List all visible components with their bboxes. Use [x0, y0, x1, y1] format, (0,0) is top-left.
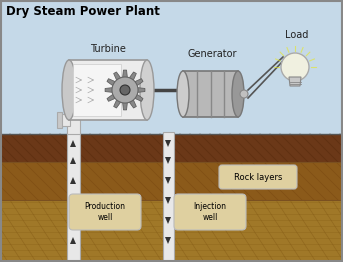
Polygon shape	[135, 94, 143, 101]
Circle shape	[240, 90, 248, 98]
Ellipse shape	[140, 60, 154, 120]
Polygon shape	[70, 217, 76, 224]
Polygon shape	[107, 79, 115, 86]
Text: Rock layers: Rock layers	[234, 172, 282, 182]
Text: Production
well: Production well	[84, 201, 126, 222]
FancyBboxPatch shape	[67, 114, 80, 134]
Polygon shape	[165, 157, 171, 164]
Polygon shape	[165, 237, 171, 244]
Polygon shape	[165, 197, 171, 204]
Polygon shape	[289, 77, 301, 86]
FancyBboxPatch shape	[73, 64, 121, 116]
Text: Turbine: Turbine	[90, 44, 126, 54]
Polygon shape	[70, 197, 76, 204]
FancyBboxPatch shape	[61, 114, 70, 126]
Polygon shape	[0, 134, 343, 162]
Polygon shape	[70, 157, 76, 164]
Polygon shape	[129, 100, 137, 108]
FancyBboxPatch shape	[163, 132, 174, 262]
Polygon shape	[0, 162, 343, 200]
Polygon shape	[107, 94, 115, 101]
FancyBboxPatch shape	[183, 71, 238, 117]
Polygon shape	[165, 217, 171, 224]
Ellipse shape	[62, 60, 76, 120]
Polygon shape	[70, 177, 76, 184]
Text: Injection
well: Injection well	[193, 201, 226, 222]
Ellipse shape	[177, 71, 189, 117]
FancyBboxPatch shape	[57, 112, 62, 128]
FancyBboxPatch shape	[67, 132, 80, 262]
Text: Dry Steam Power Plant: Dry Steam Power Plant	[6, 5, 160, 18]
Polygon shape	[114, 100, 121, 108]
Polygon shape	[0, 0, 343, 134]
Polygon shape	[129, 72, 137, 80]
FancyBboxPatch shape	[219, 165, 297, 189]
FancyBboxPatch shape	[69, 60, 147, 120]
FancyBboxPatch shape	[69, 194, 141, 230]
Circle shape	[120, 85, 130, 95]
Polygon shape	[123, 70, 127, 77]
Circle shape	[112, 77, 138, 103]
Text: Generator: Generator	[187, 49, 237, 59]
Polygon shape	[105, 88, 112, 92]
Polygon shape	[165, 140, 171, 147]
Text: Load: Load	[285, 30, 309, 40]
Circle shape	[281, 53, 309, 81]
Polygon shape	[0, 200, 343, 262]
Ellipse shape	[232, 71, 244, 117]
Polygon shape	[123, 103, 127, 110]
Polygon shape	[114, 72, 121, 80]
Polygon shape	[70, 140, 76, 147]
Polygon shape	[135, 79, 143, 86]
Polygon shape	[70, 237, 76, 244]
FancyBboxPatch shape	[174, 194, 246, 230]
Polygon shape	[138, 88, 145, 92]
Polygon shape	[165, 177, 171, 184]
